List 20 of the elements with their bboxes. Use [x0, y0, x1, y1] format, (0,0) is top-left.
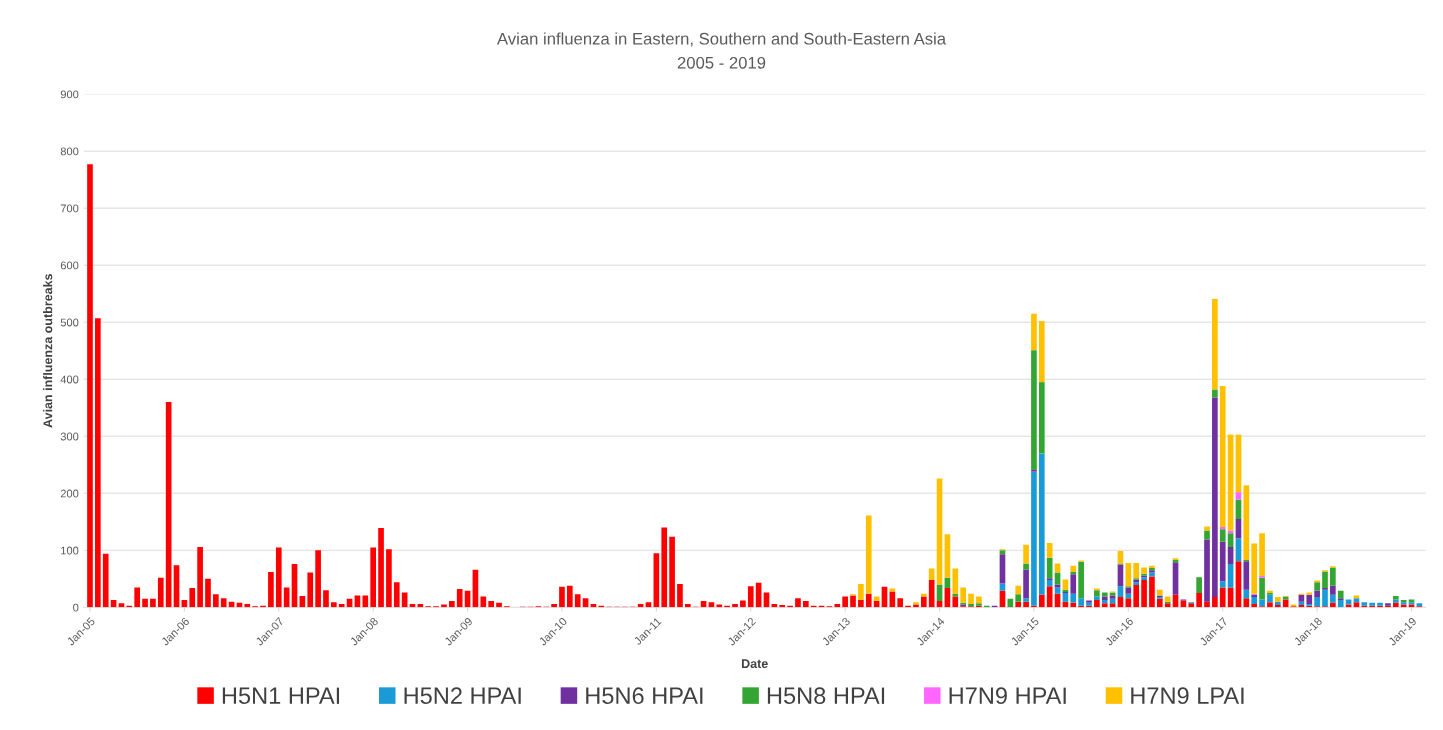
legend-label: H5N1 HPAI — [222, 687, 340, 705]
legend-label: H7N9 LPAI — [1131, 687, 1244, 705]
y-axis-title: Avian influenza outbreaks — [43, 274, 53, 428]
chart-title: Avian influenza in Eastern, Southern and South-Eastern Asia — [497, 32, 947, 47]
y-tick-label: 600 — [60, 261, 79, 270]
y-tick-label: 900 — [60, 90, 79, 99]
y-tick-label: 0 — [73, 603, 79, 612]
y-tick-label: 200 — [60, 489, 79, 498]
y-tick-label: 300 — [60, 432, 79, 441]
legend-label: H5N8 HPAI — [767, 687, 885, 705]
y-tick-label: 500 — [60, 318, 79, 327]
x-axis-title: Date — [741, 659, 768, 669]
legend-label: H5N6 HPAI — [586, 687, 703, 705]
legend-label: H7N9 HPAI — [949, 687, 1066, 705]
y-tick-label: 800 — [60, 147, 79, 156]
y-tick-label: 700 — [60, 204, 79, 213]
y-tick-label: 400 — [60, 375, 79, 384]
y-tick-label: 100 — [61, 546, 79, 555]
chart-subtitle: 2005 - 2019 — [677, 56, 766, 69]
legend-label: H5N2 HPAI — [404, 687, 521, 705]
